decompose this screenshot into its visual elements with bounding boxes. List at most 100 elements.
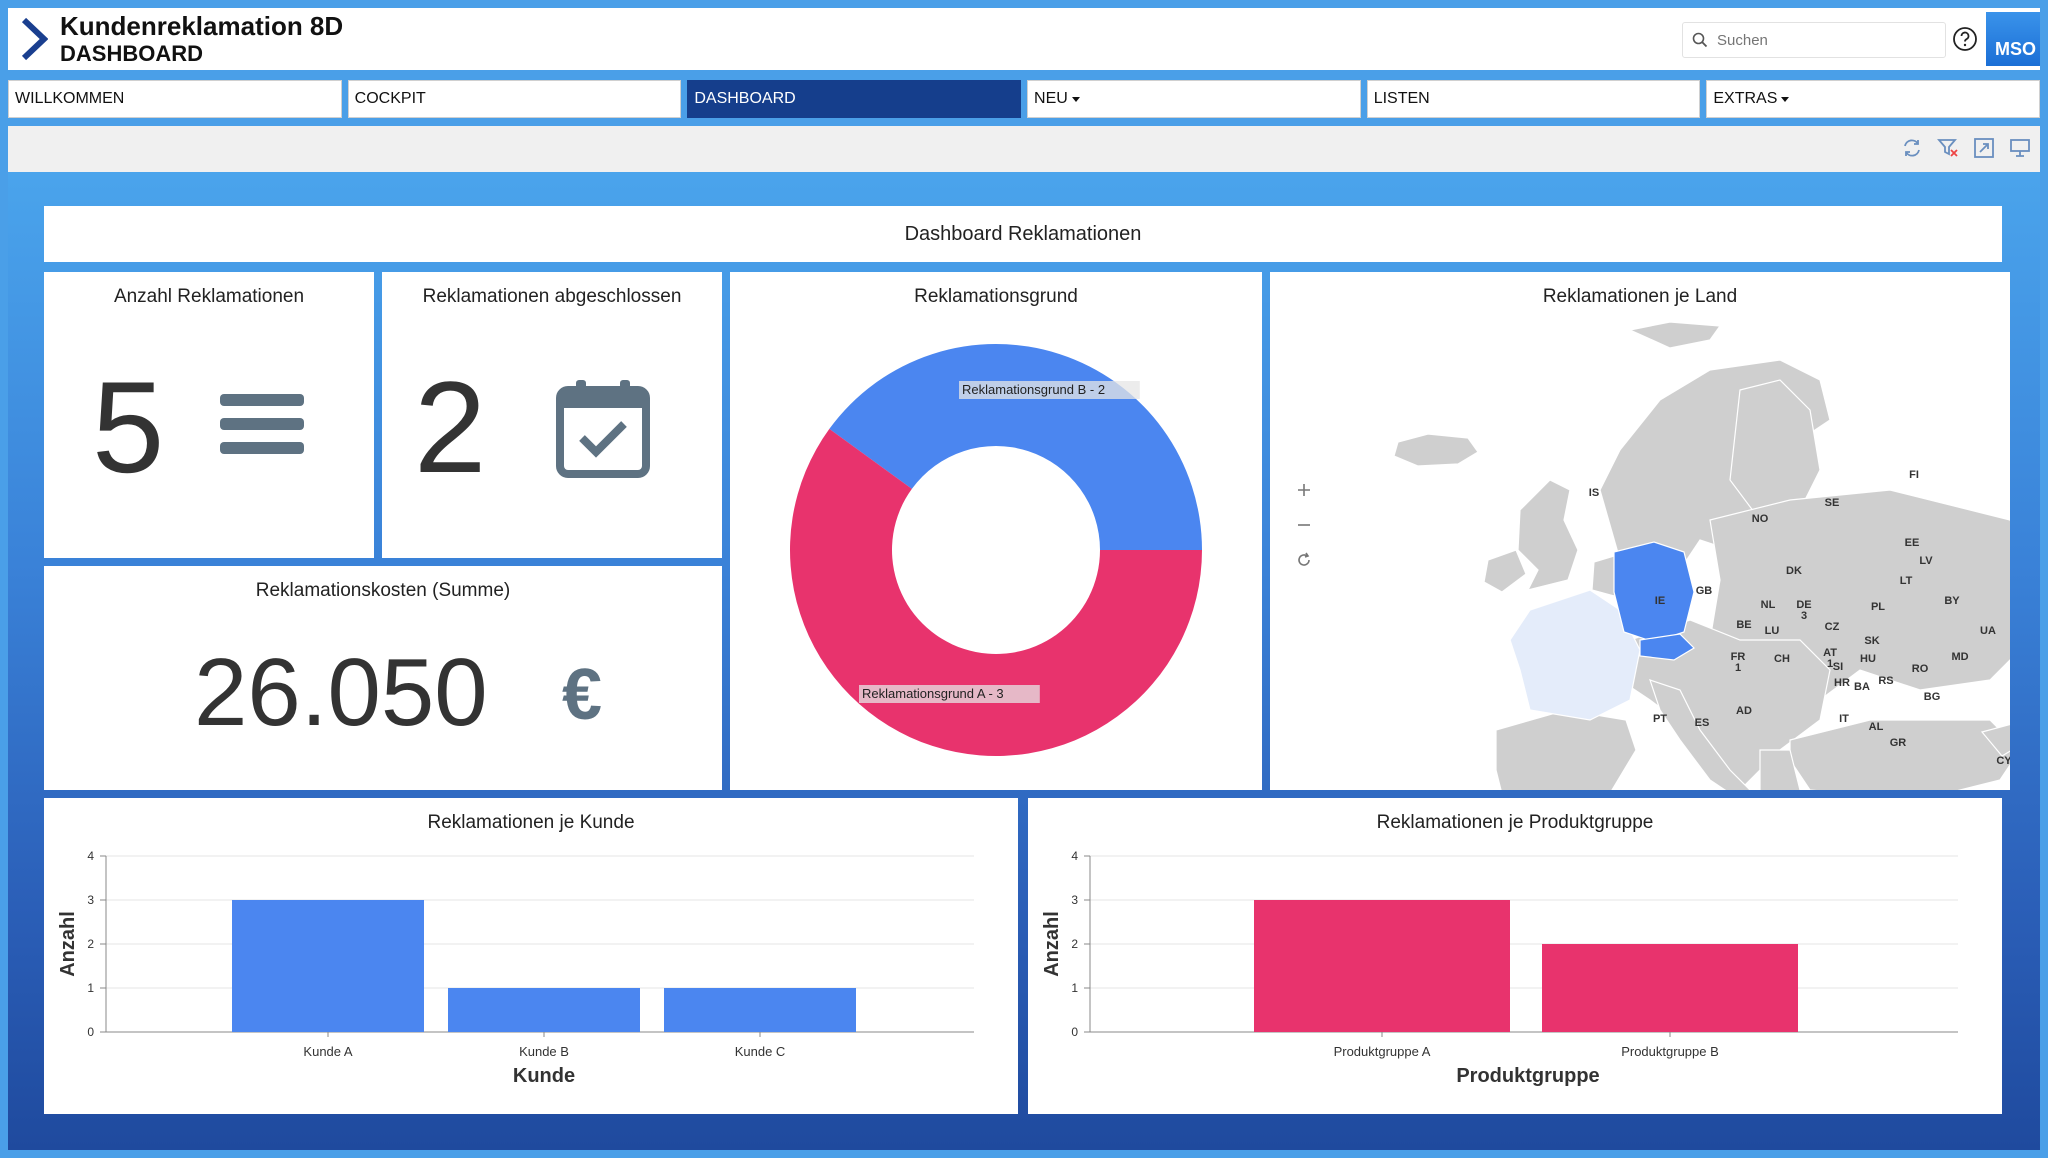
search-box[interactable] xyxy=(1682,22,1946,58)
country-label: IT xyxy=(1839,713,1849,725)
reason-title: Reklamationsgrund xyxy=(914,286,1078,307)
country-label: GR xyxy=(1890,737,1907,749)
reset-icon[interactable] xyxy=(1294,550,1314,575)
country-label: SE xyxy=(1825,497,1840,509)
app-title: Kundenreklamation 8D xyxy=(60,10,344,41)
y-tick-label: 1 xyxy=(87,981,94,995)
search-icon xyxy=(1683,32,1717,48)
tab-label: LISTEN xyxy=(1373,90,1430,107)
country-label: BE xyxy=(1736,619,1751,631)
tab-label: DASHBOARD xyxy=(694,90,796,107)
country-label: RO xyxy=(1912,663,1929,675)
country-label: IE xyxy=(1655,595,1665,607)
country-label: ES xyxy=(1695,717,1710,729)
country-label: AD xyxy=(1736,705,1752,717)
expand-icon[interactable] xyxy=(1972,136,1996,160)
reason-donut-chart[interactable]: Reklamationsgrund B - 2 Reklamationsgrund… xyxy=(730,310,1262,790)
europe-map[interactable]: IS NO SE FI EE LV LT DK IE GB NL DE3 BE LU PL BY CZ UA SK M… xyxy=(1270,310,2010,790)
country-germany xyxy=(1613,541,1695,643)
country-austria xyxy=(1639,633,1695,661)
country-label: AL xyxy=(1869,721,1884,733)
kpi-costs-title: Reklamationskosten (Summe) xyxy=(255,580,511,601)
product-bar-chart[interactable]: 0 1 2 3 4 Produktgruppe A Produktgruppe B Produ… xyxy=(1028,834,2002,1114)
presentation-icon[interactable] xyxy=(2008,136,2032,160)
zoom-in-icon[interactable] xyxy=(1294,480,1314,505)
country-label: BY xyxy=(1944,595,1960,607)
country-shape xyxy=(1759,749,1801,790)
company-logo: MSO xyxy=(1986,12,2040,66)
country-label: CZ xyxy=(1825,621,1840,633)
product-chart-title: Reklamationen je Produktgruppe xyxy=(1376,812,1654,833)
tab-neu[interactable]: NEU xyxy=(1027,80,1361,118)
tab-extras[interactable]: EXTRAS xyxy=(1706,80,2041,118)
dashboard-area: Dashboard Reklamationen Anzahl Reklamati… xyxy=(8,172,2040,1150)
euro-icon: € xyxy=(562,655,603,735)
y-tick-label: 4 xyxy=(1071,849,1078,863)
reason-panel[interactable]: Reklamationsgrund Reklamationsgrund B - … xyxy=(730,272,1262,790)
country-label: HR xyxy=(1834,677,1850,689)
clear-filter-icon[interactable] xyxy=(1936,136,1960,160)
y-tick-label: 3 xyxy=(1071,893,1078,907)
tab-label: COCKPIT xyxy=(354,90,426,107)
tab-label: NEU xyxy=(1034,90,1068,107)
bar xyxy=(1254,900,1510,1032)
country-label: BG xyxy=(1924,691,1941,703)
tab-label: WILLKOMMEN xyxy=(15,90,125,107)
country-label: MD xyxy=(1951,651,1968,663)
country-label: PT xyxy=(1653,713,1667,725)
zoom-out-icon[interactable] xyxy=(1294,515,1314,540)
donut-data-label: Reklamationsgrund A - 3 xyxy=(862,686,1004,701)
refresh-icon[interactable] xyxy=(1900,136,1924,160)
country-label: EE xyxy=(1905,537,1920,549)
y-tick-label: 4 xyxy=(87,849,94,863)
dashboard-title: Dashboard Reklamationen xyxy=(904,223,1142,245)
kpi-costs-panel[interactable]: Reklamationskosten (Summe) 26.050 € xyxy=(44,566,722,790)
country-shape xyxy=(1495,709,1637,790)
country-shape xyxy=(1628,321,1722,349)
y-tick-label: 2 xyxy=(87,937,94,951)
kpi-closed-title: Reklamationen abgeschlossen xyxy=(422,286,682,307)
country-label: DE xyxy=(1796,599,1811,611)
list-icon xyxy=(220,394,304,471)
country-shape xyxy=(1729,379,1821,521)
bar xyxy=(448,988,640,1032)
x-axis-label: Kunde xyxy=(513,1065,575,1087)
customer-chart-panel[interactable]: Reklamationen je Kunde 0 1 2 3 4 Kunde A Kunde… xyxy=(44,798,1018,1114)
country-label: CH xyxy=(1774,653,1790,665)
country-label: BA xyxy=(1854,681,1870,693)
country-shape xyxy=(1517,479,1579,591)
y-axis-label: Anzahl xyxy=(57,911,79,977)
tab-listen[interactable]: LISTEN xyxy=(1366,80,1701,118)
donut-slice xyxy=(790,428,1202,756)
customer-bar-chart[interactable]: 0 1 2 3 4 Kunde A Kunde B Kunde C Kunde Anzahl xyxy=(44,834,1018,1114)
y-axis-label: Anzahl xyxy=(1041,911,1063,977)
tab-dashboard[interactable]: DASHBOARD xyxy=(687,80,1022,118)
country-label: PL xyxy=(1871,601,1885,613)
kpi-closed-panel[interactable]: Reklamationen abgeschlossen 2 xyxy=(382,272,722,558)
country-shape xyxy=(1483,549,1527,593)
x-tick-label: Kunde B xyxy=(519,1044,569,1059)
product-chart-panel[interactable]: Reklamationen je Produktgruppe 0 1 2 3 4 Prod… xyxy=(1028,798,2002,1114)
tab-willkommen[interactable]: WILLKOMMEN xyxy=(8,80,342,118)
country-count: 1 xyxy=(1735,662,1741,674)
map-title: Reklamationen je Land xyxy=(1542,286,1738,307)
country-label: LV xyxy=(1919,555,1933,567)
country-count: 1 xyxy=(1827,658,1833,670)
map-panel[interactable]: Reklamationen je Land IS NO SE FI EE LV LT DK IE… xyxy=(1270,272,2010,790)
kpi-count-title: Anzahl Reklamationen xyxy=(113,286,305,307)
country-count: 3 xyxy=(1801,610,1807,622)
search-input[interactable] xyxy=(1717,31,1937,49)
donut-label-bg xyxy=(859,685,1040,703)
dashboard-title-panel: Dashboard Reklamationen xyxy=(44,206,2002,262)
x-tick-label: Kunde C xyxy=(735,1044,786,1059)
country-label: FR xyxy=(1731,651,1746,663)
tab-cockpit[interactable]: COCKPIT xyxy=(347,80,682,118)
kpi-count-panel[interactable]: Anzahl Reklamationen 5 xyxy=(44,272,374,558)
country-shape xyxy=(1649,679,1751,790)
country-label: SK xyxy=(1864,635,1879,647)
dashboard-toolbar xyxy=(8,126,2040,172)
country-label: IS xyxy=(1589,487,1599,499)
x-tick-label: Produktgruppe B xyxy=(1621,1044,1719,1059)
back-chevron-icon[interactable] xyxy=(12,8,56,70)
help-icon[interactable] xyxy=(1952,26,1978,52)
